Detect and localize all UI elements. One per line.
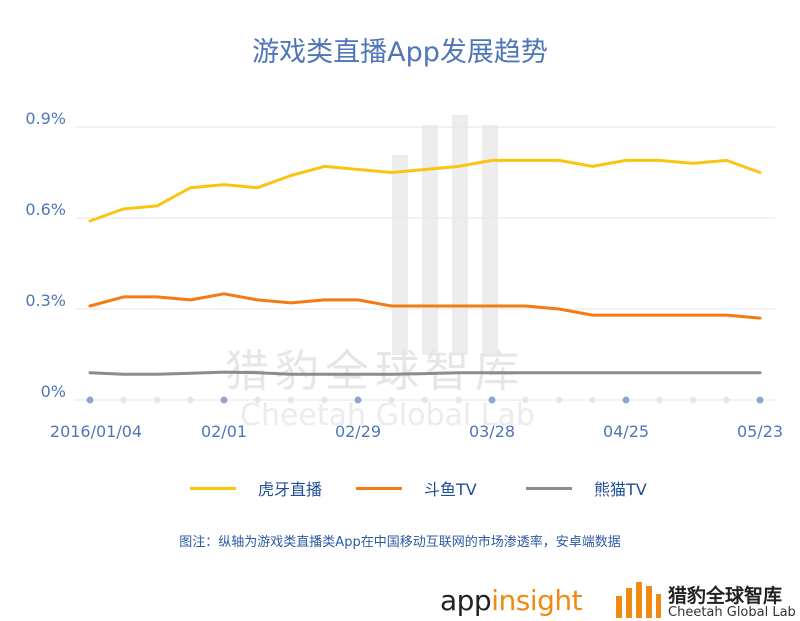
legend-swatch-huya xyxy=(190,486,236,490)
x-tick-label: 02/29 xyxy=(335,422,381,441)
x-tick-label: 03/28 xyxy=(469,422,515,441)
x-axis-dot xyxy=(120,396,127,404)
x-axis-dot xyxy=(455,396,462,404)
x-axis-dot xyxy=(354,396,362,404)
x-axis-dot xyxy=(421,396,429,404)
cheetah-logo-icon xyxy=(616,582,661,618)
legend-label-huya: 虎牙直播 xyxy=(258,480,323,499)
appinsight-logo: appinsight xyxy=(440,584,583,617)
x-axis-dot xyxy=(187,396,194,404)
x-tick-label: 2016/01/04 xyxy=(50,422,142,441)
y-tick-label: 0.6% xyxy=(25,200,66,219)
legend-label-panda: 熊猫TV xyxy=(594,480,647,499)
y-tick-label: 0.9% xyxy=(25,109,66,128)
x-tick-label: 05/23 xyxy=(737,422,783,441)
x-axis-dot xyxy=(589,396,596,404)
x-axis-dot xyxy=(723,396,730,404)
legend-item-douyu: 斗鱼TV xyxy=(356,476,477,500)
x-axis-dot xyxy=(220,396,228,404)
legend-label-douyu: 斗鱼TV xyxy=(424,480,477,499)
legend: 虎牙直播 斗鱼TV 熊猫TV xyxy=(0,476,800,500)
y-tick-label: 0.3% xyxy=(25,291,66,310)
brand-name-cn: 猎豹全球智库 xyxy=(668,585,783,607)
x-axis-dot xyxy=(555,396,563,404)
appinsight-logo-app: app xyxy=(440,584,492,617)
legend-swatch-douyu xyxy=(356,486,402,490)
x-axis-dot xyxy=(622,396,630,404)
x-tick-label: 04/25 xyxy=(603,422,649,441)
series-line-0 xyxy=(88,158,762,223)
legend-item-panda: 熊猫TV xyxy=(526,476,647,500)
x-axis-dot xyxy=(388,396,395,404)
x-axis-dot xyxy=(86,396,94,404)
x-axis-dot xyxy=(287,396,295,404)
x-axis-dot xyxy=(756,396,764,404)
legend-swatch-panda xyxy=(526,486,572,490)
series-line-2 xyxy=(88,370,762,376)
series-line-1 xyxy=(88,292,762,320)
x-axis-dot xyxy=(321,396,328,404)
x-axis-dot xyxy=(656,396,663,404)
brand-name-en: Cheetah Global Lab xyxy=(668,605,796,620)
legend-item-huya: 虎牙直播 xyxy=(190,476,322,500)
x-axis-dot xyxy=(522,396,529,404)
chart-note: 图注：纵轴为游戏类直播类App在中国移动互联网的市场渗透率，安卓端数据 xyxy=(179,535,621,550)
chart-title: 游戏类直播App发展趋势 xyxy=(252,37,548,68)
line-chart: 0.9% 0.6% 0.3% 0% 2016/01/04 02/01 02/29 03/28 0… xyxy=(25,109,783,441)
x-axis-dot xyxy=(153,396,161,404)
y-tick-label: 0% xyxy=(41,382,66,401)
x-axis-dot xyxy=(254,396,261,404)
x-tick-label: 02/01 xyxy=(201,422,247,441)
x-axis-dot xyxy=(488,396,496,404)
appinsight-logo-insight: insight xyxy=(491,584,583,617)
x-axis-dot xyxy=(689,396,697,404)
